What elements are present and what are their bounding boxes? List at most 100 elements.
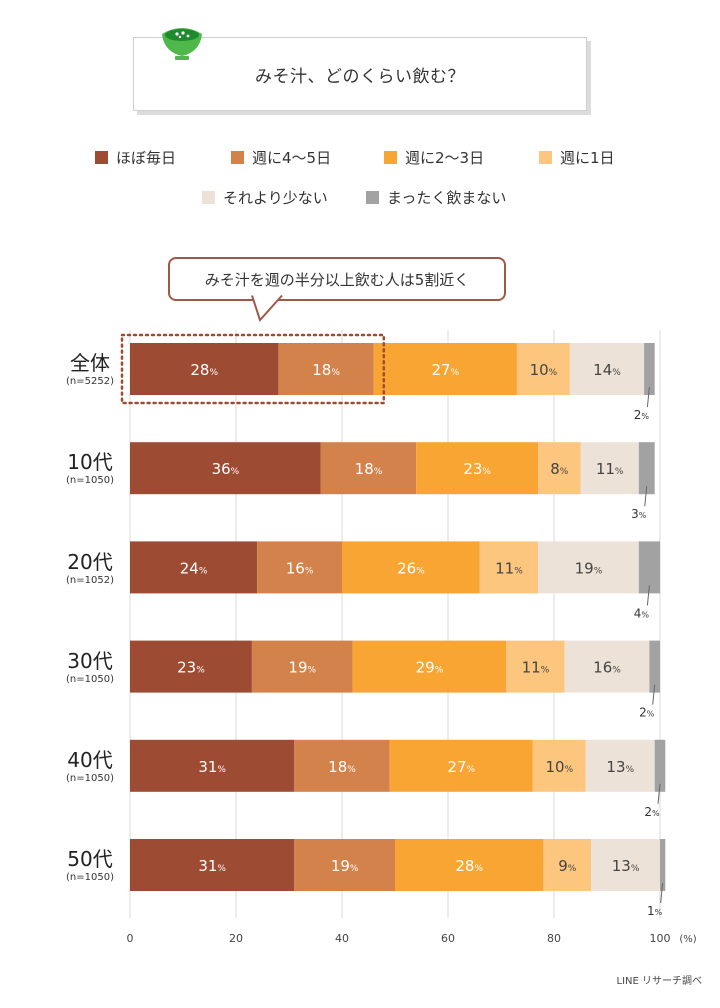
bar-value-label: 28%	[190, 361, 218, 379]
bar-value-label: 23%	[177, 659, 205, 677]
legend-label: 週に4～5日	[252, 149, 332, 167]
bar-value-label: 10%	[530, 361, 558, 379]
bar-value-label: 36%	[212, 460, 240, 478]
legend-label: ほぼ毎日	[116, 149, 177, 167]
bar-value-label: 13%	[606, 758, 634, 776]
legend-item-never: まったく飲まない	[366, 187, 506, 208]
bar-value-label: 11%	[522, 659, 550, 677]
bar-segment	[320, 442, 417, 495]
row-n: (n=1050)	[66, 475, 114, 486]
bar-segment	[130, 640, 252, 693]
bar-value-label: 13%	[612, 857, 640, 875]
bar-value-label: 19%	[288, 659, 316, 677]
leader-line	[652, 684, 656, 705]
bar-value-label: 24%	[180, 559, 208, 577]
leader-line	[646, 386, 650, 408]
legend-swatch	[366, 191, 379, 204]
bar-value-label: 23%	[463, 460, 491, 478]
bar-segment	[638, 541, 660, 594]
bar-segment	[130, 442, 321, 495]
legend-label: 週に2～3日	[405, 149, 485, 167]
legend-label: 週に1日	[560, 149, 615, 167]
bar-segment	[564, 640, 650, 693]
bar-value-label: 18%	[355, 460, 383, 478]
legend-item-less: それより少ない	[202, 187, 328, 208]
leader-line	[660, 882, 664, 904]
bar-segment	[130, 839, 295, 891]
bar-segment	[352, 640, 507, 693]
bar-segment	[130, 739, 295, 792]
highlight-box	[120, 333, 386, 405]
row-n: (n=1050)	[66, 872, 114, 883]
bar-segment	[342, 541, 480, 594]
bar-value-label: 16%	[593, 659, 621, 677]
legend-swatch	[384, 151, 397, 164]
bar-value-label: 27%	[432, 361, 460, 379]
bar-segment	[638, 442, 655, 495]
bar-segment	[373, 343, 517, 395]
bar-segment	[251, 640, 353, 693]
leader-line	[657, 783, 661, 804]
bar-segment	[591, 839, 660, 891]
bar-value-label: 26%	[397, 559, 425, 577]
row-label-1: 10代 (n=1050)	[40, 446, 140, 486]
bar-segment	[654, 739, 666, 792]
row-name: 10代	[67, 450, 113, 474]
row-name: 50代	[67, 847, 113, 871]
x-tick-label: 40	[335, 932, 349, 945]
bar-value-label: 14%	[593, 361, 621, 379]
bar-value-label: 27%	[447, 758, 475, 776]
x-tick-label: 100	[650, 932, 671, 945]
bar-segment	[416, 442, 539, 495]
bar-value-label: 11%	[495, 559, 523, 577]
x-tick-label: 60	[441, 932, 455, 945]
bar-segment	[585, 739, 655, 792]
bar-segment	[538, 442, 581, 495]
leader-line	[644, 486, 648, 507]
bar-value-label: 31%	[198, 758, 226, 776]
row-name: 40代	[67, 748, 113, 772]
bar-segment	[660, 839, 666, 891]
miso-bowl-icon	[162, 28, 202, 60]
bar-value-label: 19%	[331, 857, 359, 875]
bar-segment	[294, 739, 390, 792]
bar-value-label: 19%	[575, 559, 603, 577]
legend-item-4-5: 週に4～5日	[231, 147, 331, 168]
x-tick-label: 80	[547, 932, 561, 945]
x-tick-label: 20	[229, 932, 243, 945]
row-name: 全体	[70, 351, 110, 375]
legend-label: まったく飲まない	[387, 189, 507, 207]
row-label-4: 40代 (n=1050)	[40, 744, 140, 784]
row-n: (n=1052)	[66, 575, 114, 586]
bar-segment	[538, 541, 639, 594]
x-unit-label: (%)	[679, 934, 696, 945]
bar-value-label: 11%	[596, 460, 624, 478]
chart-title: みそ汁、どのくらい飲む？	[255, 67, 465, 87]
bar-segment	[580, 442, 639, 495]
callout-text: みそ汁を週の半分以上飲む人は5割近く	[204, 271, 470, 289]
bar-segment	[479, 541, 539, 594]
row-name: 20代	[67, 550, 113, 574]
bar-segment	[389, 739, 533, 792]
legend-label: それより少ない	[223, 189, 328, 207]
bar-value-label: 18%	[312, 361, 340, 379]
bar-segment	[506, 640, 565, 693]
bar-value-label: 8%	[550, 460, 569, 478]
bar-segment	[130, 541, 258, 594]
row-n: (n=1050)	[66, 674, 114, 685]
bar-segment	[130, 343, 279, 395]
bar-segment	[257, 541, 342, 594]
bar-segment	[532, 739, 586, 792]
bar-segment	[278, 343, 374, 395]
bar-value-label: 2%	[644, 805, 660, 819]
bar-segment	[649, 640, 660, 693]
row-label-0: 全体 (n=5252)	[40, 347, 140, 387]
bar-value-label: 1%	[647, 904, 663, 918]
legend-item-mainichi: ほぼ毎日	[95, 147, 176, 168]
row-n: (n=1050)	[66, 773, 114, 784]
bar-segment	[543, 839, 592, 891]
bar-segment	[294, 839, 395, 891]
row-label-5: 50代 (n=1050)	[40, 843, 140, 883]
legend-swatch	[202, 191, 215, 204]
legend-swatch	[95, 151, 108, 164]
